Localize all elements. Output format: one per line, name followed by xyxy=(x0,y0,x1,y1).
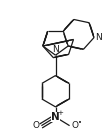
Text: N: N xyxy=(52,45,59,54)
Text: O: O xyxy=(33,121,40,130)
Text: O: O xyxy=(71,121,78,130)
Text: N: N xyxy=(51,112,60,122)
Text: +: + xyxy=(57,110,63,116)
Text: N: N xyxy=(95,33,102,42)
Text: •: • xyxy=(78,120,82,126)
